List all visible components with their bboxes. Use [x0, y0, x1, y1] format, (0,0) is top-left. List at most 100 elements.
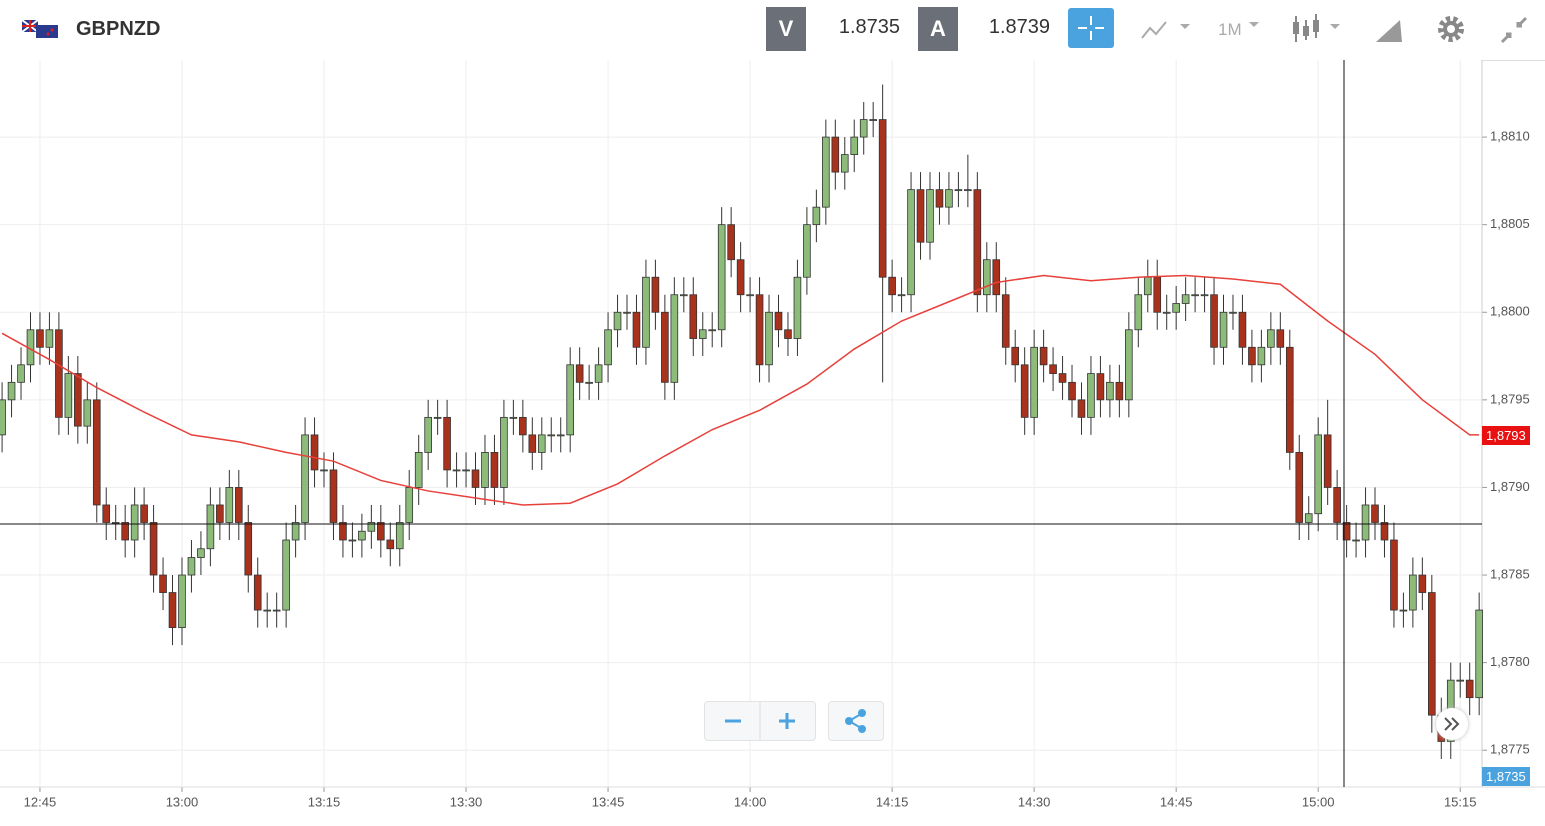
candle-body [926, 189, 934, 243]
x-tick-label: 15:00 [1302, 794, 1335, 809]
candle-body [1323, 434, 1332, 488]
candle-body [1172, 303, 1180, 313]
settings-button[interactable] [1436, 14, 1468, 46]
candle-body [244, 522, 253, 576]
candle-body [575, 364, 584, 383]
candle-body [405, 487, 414, 523]
candle-body [1039, 346, 1048, 366]
candle-body [1409, 574, 1417, 611]
candle-body [1125, 329, 1133, 401]
candle-body [1219, 311, 1228, 348]
candle-body [111, 522, 120, 524]
buy-button[interactable]: A [918, 7, 958, 51]
candle-body [178, 574, 186, 628]
draw-button[interactable] [1372, 14, 1406, 46]
candle-body [992, 259, 1001, 296]
candle-body [92, 399, 101, 506]
candle-body [1399, 609, 1408, 612]
candle-body [1285, 346, 1294, 453]
x-tick-label: 13:45 [592, 794, 625, 809]
candle-body [348, 539, 357, 542]
collapse-button[interactable] [1498, 14, 1530, 46]
candle-body [1380, 522, 1389, 541]
candle-body [395, 522, 404, 550]
x-tick-label: 12:45 [24, 794, 57, 809]
candle-body [55, 329, 63, 418]
candle-body [736, 259, 745, 296]
candle-body [1068, 381, 1076, 401]
candle-body [1020, 364, 1029, 418]
candle-body [1153, 276, 1162, 313]
candle-body [623, 311, 631, 314]
zoom-controls [704, 701, 816, 741]
candle-body [803, 224, 811, 278]
candle-body [490, 452, 499, 488]
chart-type-button[interactable] [1138, 14, 1194, 44]
candle-body [1314, 434, 1323, 515]
candle-body [197, 548, 205, 558]
candle-body [537, 434, 546, 453]
candle-body [1295, 452, 1304, 523]
toolbar: GBPNZD V 1.8735 A 1.8739 1M [0, 0, 1545, 61]
candle-body [670, 294, 679, 383]
candle-body [746, 294, 754, 297]
plot-background [0, 60, 1482, 787]
candle-body [206, 504, 215, 550]
candle-body [774, 311, 783, 331]
share-button[interactable] [828, 701, 884, 741]
candle-body [159, 574, 167, 593]
candle-body [386, 539, 395, 550]
candle-body [367, 522, 376, 532]
y-tick-label: 1,8790 [1490, 479, 1530, 494]
candle-body [443, 416, 451, 471]
candle-body [121, 522, 129, 541]
candle-body [1030, 346, 1038, 418]
candle-body [945, 189, 953, 208]
candle-body [1210, 294, 1218, 348]
candle-body [566, 364, 574, 436]
candle-body [1049, 364, 1057, 374]
candle-body [1361, 504, 1370, 541]
candle-body [358, 530, 366, 541]
candle-body [310, 434, 319, 471]
candle-body [964, 189, 972, 192]
symbol: GBPNZD [76, 18, 161, 40]
candle-body [0, 399, 6, 436]
sell-button[interactable]: V [766, 7, 806, 51]
candle-body [168, 592, 177, 628]
x-tick-label: 14:30 [1018, 794, 1051, 809]
candle-body [272, 609, 281, 612]
flag-icon [22, 20, 58, 38]
timeframe[interactable]: 1M [1218, 20, 1242, 39]
crosshair-button[interactable] [1068, 8, 1114, 48]
candle-body [45, 329, 54, 348]
candle-body [784, 329, 792, 339]
candle-body [689, 294, 698, 339]
candle-body [187, 557, 196, 576]
candle-body [234, 487, 243, 523]
candle-body [812, 206, 821, 226]
candle-body [1418, 574, 1427, 593]
x-tick-label: 14:45 [1160, 794, 1193, 809]
candle-body [225, 487, 234, 523]
candle-body [556, 434, 565, 437]
candle-body [907, 189, 915, 296]
candle-body [149, 522, 158, 576]
candle-body [954, 189, 963, 192]
candle-body [604, 329, 612, 366]
candle-body [888, 276, 896, 296]
candle-body [1134, 294, 1143, 331]
candles-button[interactable] [1290, 12, 1346, 46]
candle-body [216, 504, 224, 523]
candle-body [1115, 381, 1124, 401]
scroll-latest-button[interactable] [1436, 708, 1468, 740]
candle-body [717, 224, 726, 331]
candle-body [1248, 346, 1256, 366]
y-tick-label: 1,8800 [1490, 304, 1530, 319]
candle-body [1058, 373, 1067, 383]
candle-body [1229, 311, 1237, 314]
candle-body [301, 434, 309, 523]
candle-body [1191, 294, 1199, 297]
